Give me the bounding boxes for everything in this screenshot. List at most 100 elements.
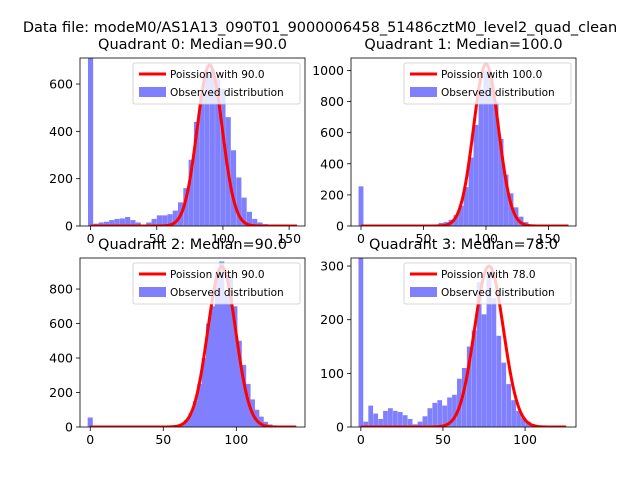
y-tick-label: 200 — [320, 187, 344, 202]
x-tick-label: 0 — [357, 231, 365, 246]
histogram-bar — [199, 93, 205, 226]
y-tick-label: 200 — [49, 171, 73, 186]
histogram-bar — [184, 420, 190, 427]
histogram-bar — [227, 275, 234, 427]
histogram-bar — [516, 410, 521, 427]
histogram-bar — [521, 417, 526, 427]
histogram-bar — [491, 298, 497, 427]
x-tick-label: 100 — [211, 231, 235, 246]
plot-area — [358, 258, 567, 427]
legend-swatch-observed — [139, 287, 166, 297]
x-tick-label: 0 — [357, 432, 365, 447]
histogram-bar — [417, 421, 423, 427]
histogram-bar — [383, 410, 388, 427]
histogram-bar — [478, 89, 484, 226]
histogram-bar — [135, 222, 141, 226]
histogram-bar — [214, 271, 220, 427]
histogram-bar — [388, 408, 393, 427]
axes-frame — [79, 57, 306, 227]
histogram-bar — [501, 362, 507, 427]
histogram-bar — [125, 217, 131, 226]
legend-swatch-observed — [410, 87, 437, 97]
legend-label-poisson: Poission with 90.0 — [170, 69, 265, 81]
histogram-bar — [498, 138, 504, 226]
y-tick-label: 600 — [49, 316, 73, 331]
histogram-bar — [130, 220, 136, 226]
histogram-bar — [241, 197, 247, 226]
y-tick-label: 0 — [336, 420, 344, 435]
legend-label-observed: Observed distribution — [441, 87, 555, 99]
histogram-bar — [246, 211, 252, 226]
y-tick-label: 400 — [49, 124, 73, 139]
histogram-bar — [486, 271, 492, 427]
x-tick-label: 50 — [149, 231, 165, 246]
histogram-bar — [188, 413, 194, 427]
legend-box — [132, 262, 301, 305]
histogram-bar — [506, 384, 512, 427]
panel-title: Quadrant 2: Median=90.0 — [98, 237, 287, 253]
histogram-bar — [358, 186, 364, 226]
histogram-bar — [241, 364, 247, 427]
histogram-bar — [373, 413, 379, 427]
histogram-bar — [210, 306, 216, 427]
histogram-bar — [103, 221, 110, 226]
histogram-bar — [481, 314, 487, 427]
histogram-bar — [511, 400, 516, 427]
y-tick-label: 100 — [320, 366, 344, 381]
axes-frame — [350, 57, 577, 227]
legend-label-poisson: Poission with 100.0 — [441, 69, 542, 81]
histogram-bar — [151, 218, 157, 226]
x-tick-label: 100 — [513, 432, 537, 447]
histogram-bar — [183, 188, 189, 226]
histogram-bar — [447, 397, 452, 427]
histogram-bar — [156, 215, 162, 226]
histogram-bar — [209, 69, 215, 226]
x-tick-label: 100 — [474, 231, 498, 246]
y-tick-label: 300 — [320, 259, 344, 274]
histogram-bar — [220, 88, 226, 226]
x-tick-label: 150 — [277, 231, 301, 246]
histogram-bar — [87, 417, 93, 427]
histogram-bar — [257, 222, 263, 226]
histogram-bar — [407, 418, 413, 427]
histogram-bar — [397, 411, 403, 427]
histogram-bar — [223, 295, 229, 427]
histogram-bar — [172, 210, 178, 226]
histogram-bar — [98, 222, 104, 226]
histogram-bar — [496, 335, 502, 427]
histogram-bar — [206, 323, 212, 427]
y-tick-label: 800 — [49, 282, 73, 297]
histogram-bar — [358, 258, 364, 427]
histogram-bar — [197, 383, 203, 427]
y-tick-label: 200 — [49, 385, 73, 400]
y-tick-label: 400 — [320, 156, 344, 171]
histogram-bar — [442, 405, 447, 427]
y-tick-label: 600 — [320, 125, 344, 140]
panel-title: Quadrant 1: Median=100.0 — [364, 37, 562, 53]
y-tick-label: 200 — [320, 312, 344, 327]
y-tick-label: 0 — [65, 420, 73, 435]
histogram-bar — [201, 358, 207, 427]
histogram-bar — [493, 101, 499, 226]
legend-label-observed: Observed distribution — [170, 87, 284, 99]
histogram-bar — [378, 418, 383, 427]
legend-swatch-observed — [410, 287, 437, 297]
histogram-bar — [488, 76, 494, 226]
poisson-curve — [89, 265, 297, 427]
x-tick-label: 150 — [537, 231, 561, 246]
histogram-bar — [232, 306, 238, 427]
panel-title: Quadrant 0: Median=90.0 — [98, 37, 287, 53]
histogram-bar — [432, 402, 438, 427]
x-tick-label: 0 — [87, 231, 95, 246]
quadrant-panel-2: 0 50 100 0 200 400 600 800 Quadrant 2: Median=90… — [49, 237, 306, 447]
histogram-bar — [146, 222, 152, 226]
y-tick-label: 0 — [336, 219, 344, 234]
legend-label-observed: Observed distribution — [170, 287, 284, 299]
figure-suptitle: Data file: modeM0/AS1A13_090T01_90000064… — [23, 20, 617, 36]
histogram-bar — [258, 416, 264, 427]
legend-label-observed: Observed distribution — [441, 287, 555, 299]
x-tick-label: 50 — [416, 231, 432, 246]
legend-box — [403, 62, 572, 105]
histogram-bar — [392, 410, 398, 427]
